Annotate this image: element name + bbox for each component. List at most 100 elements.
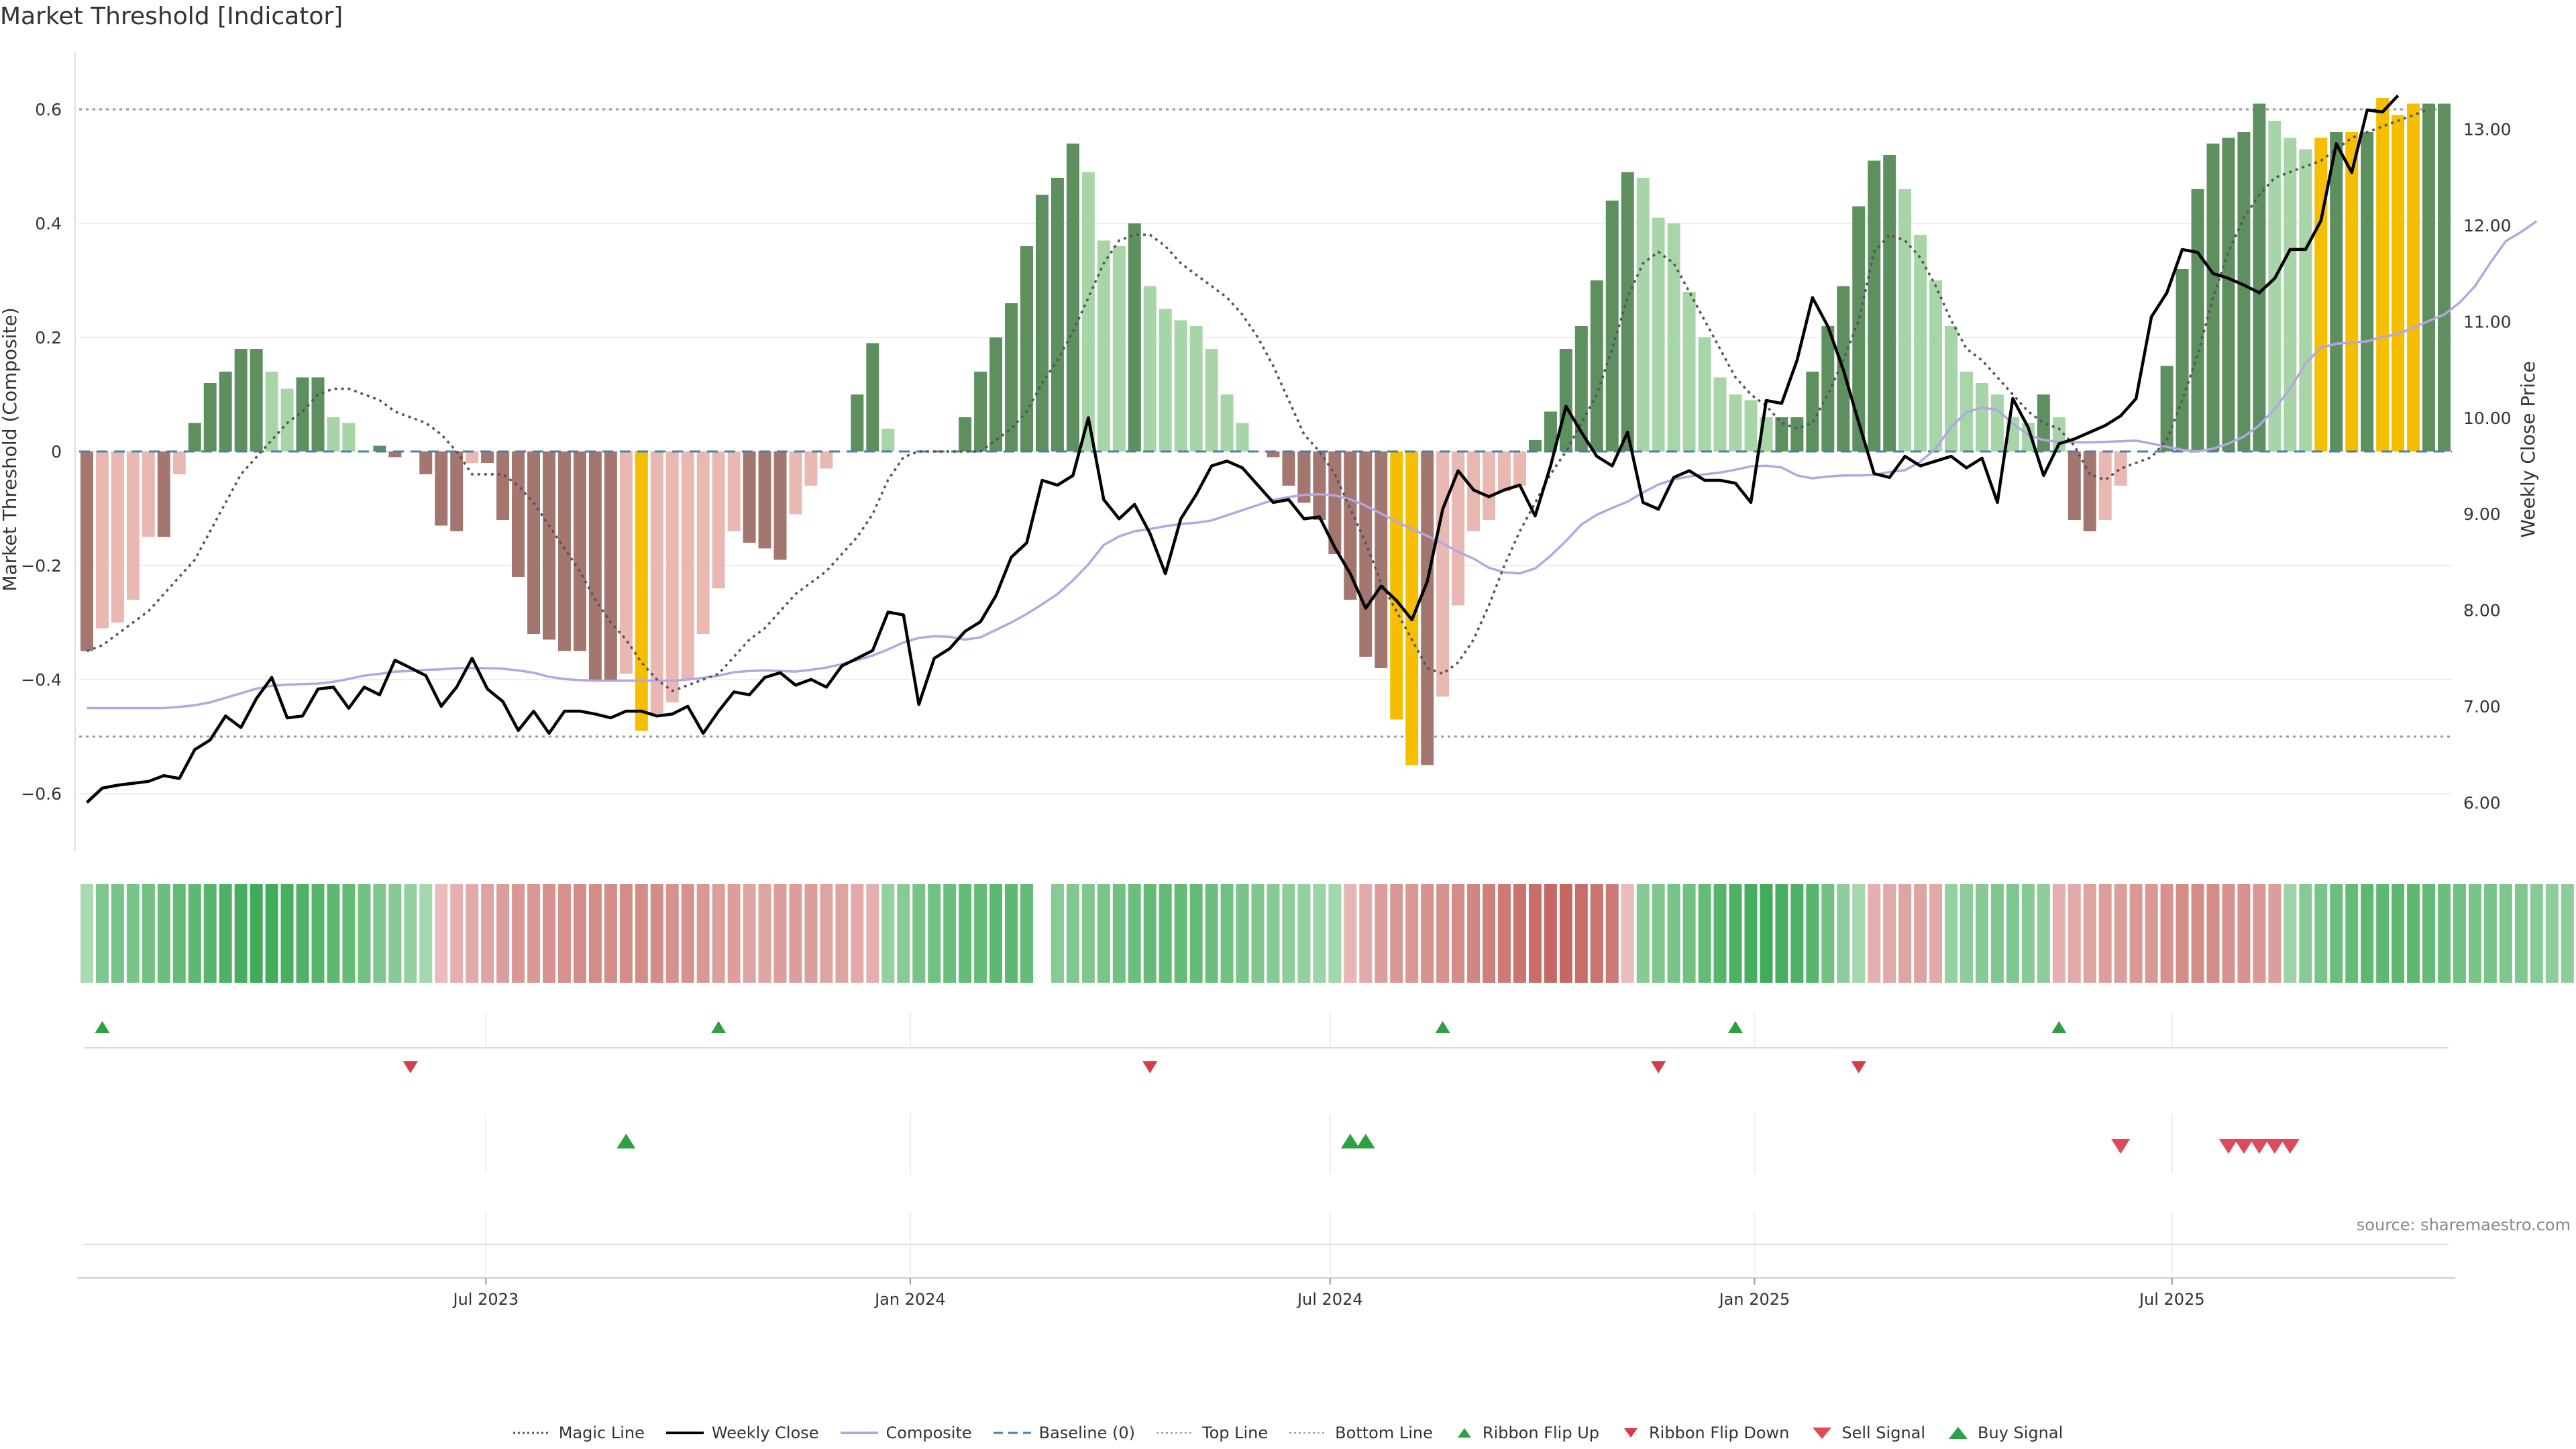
ribbon-flip-up-marker	[95, 1021, 110, 1033]
dotted-line-icon	[513, 1432, 551, 1434]
composite-bar	[1313, 451, 1326, 520]
composite-bar	[1267, 451, 1280, 458]
composite-bar	[1205, 349, 1218, 451]
ribbon-cell	[1405, 884, 1419, 983]
axes-layer: −0.6 −0.4 −0.2 0 0.2 0.4 0.6 6.00 7.00 8.00 9.00 10…	[21, 52, 2512, 851]
ribbon-cell	[358, 884, 371, 983]
ribbon-cell	[172, 884, 186, 983]
ribbon-cell	[1020, 884, 1033, 983]
composite-bar	[157, 451, 170, 537]
ribbon-cell	[1729, 884, 1742, 983]
ribbon-cell	[2191, 884, 2204, 983]
y2-tick-label: 11.00	[2463, 312, 2512, 331]
composite-bar	[2284, 138, 2297, 451]
y-tick-label: −0.2	[21, 556, 62, 576]
ribbon-cell	[419, 884, 433, 983]
composite-bar	[1112, 246, 1126, 451]
ribbon-cell	[2268, 884, 2282, 983]
ribbon-cell	[527, 884, 541, 983]
y2-tick-label: 9.00	[2463, 504, 2501, 524]
composite-bar	[2299, 149, 2312, 451]
buy-triangle-icon	[1949, 1427, 1968, 1439]
composite-bar	[419, 451, 433, 474]
ribbon-cell	[1760, 884, 1773, 983]
legend-item-bottom-line: Bottom Line	[1289, 1424, 1433, 1442]
sell-signal-marker	[2249, 1139, 2269, 1154]
composite-bar	[1020, 246, 1033, 451]
legend-item-weekly-close: Weekly Close	[665, 1424, 819, 1442]
ribbon-cell	[1359, 884, 1373, 983]
ribbon-cell	[1436, 884, 1450, 983]
y2-tick-label: 8.00	[2463, 601, 2501, 621]
ribbon-cell	[635, 884, 648, 983]
ribbon-cell	[2422, 884, 2436, 983]
composite-bar	[789, 451, 802, 515]
ribbon-flip-up-marker	[1728, 1021, 1743, 1033]
ribbon-cell	[1513, 884, 1526, 983]
legend-label: Bottom Line	[1335, 1424, 1433, 1442]
composite-bar	[773, 451, 787, 560]
composite-bar	[1929, 280, 1943, 451]
composite-bar	[327, 417, 340, 451]
composite-bar	[1652, 217, 1665, 451]
composite-bar	[188, 423, 201, 451]
composite-bar	[450, 451, 464, 531]
ribbon-cell	[696, 884, 710, 983]
ribbon-cell	[604, 884, 617, 983]
composite-bar	[2191, 189, 2204, 451]
composite-bar	[466, 451, 479, 463]
ribbon-cell	[2284, 884, 2297, 983]
ribbon-cell	[943, 884, 957, 983]
ribbon-cell	[1313, 884, 1326, 983]
composite-bar	[280, 388, 294, 451]
ribbon-cell	[851, 884, 864, 983]
ribbon-flip-down-marker	[1851, 1061, 1866, 1073]
composite-bar	[1282, 451, 1295, 486]
composite-bar	[665, 451, 679, 702]
composite-bar	[1775, 417, 1788, 451]
x-axis: Jul 2023 Jan 2024 Jul 2024 Jan 2025 Jul 2025	[77, 1277, 2455, 1309]
ribbon-cell	[404, 884, 417, 983]
composite-bar	[1544, 411, 1557, 451]
composite-bar	[142, 451, 155, 537]
ribbon-cell	[1590, 884, 1603, 983]
legend-label: Buy Signal	[1978, 1424, 2063, 1442]
composite-bar	[2021, 423, 2035, 451]
legend-item-composite: Composite	[840, 1424, 972, 1442]
ribbon-cell	[327, 884, 340, 983]
ribbon-flip-up-marker	[711, 1021, 727, 1033]
ribbon-cell	[1344, 884, 1357, 983]
composite-bar	[1990, 394, 2004, 451]
ribbon-cell	[450, 884, 464, 983]
sell-signal-marker	[2234, 1139, 2253, 1154]
composite-bar	[743, 451, 756, 543]
ribbon-cell	[80, 884, 93, 983]
ribbon-cell	[989, 884, 1003, 983]
composite-bar	[2376, 98, 2390, 451]
composite-bar	[1436, 451, 1450, 697]
composite-bar	[1559, 349, 1572, 451]
x-tick-label: Jan 2025	[1718, 1290, 1790, 1309]
ribbon-cell	[2160, 884, 2174, 983]
composite-bar	[1375, 451, 1388, 668]
ribbon-cell	[1868, 884, 1881, 983]
ribbon-cell	[789, 884, 802, 983]
composite-bar	[2314, 138, 2328, 451]
composite-bar	[573, 451, 586, 651]
triangle-up-icon	[1457, 1428, 1471, 1438]
ribbon-cell	[866, 884, 879, 983]
composite-bar	[2392, 115, 2405, 451]
composite-bar	[80, 451, 93, 651]
triangle-down-icon	[1624, 1428, 1638, 1438]
legend-item-ribbon-flip-down: Ribbon Flip Down	[1621, 1424, 1789, 1442]
ribbon-cell	[1066, 884, 1079, 983]
ribbon-cell	[111, 884, 124, 983]
ribbon-cell	[2453, 884, 2466, 983]
ribbon-cell	[2206, 884, 2220, 983]
legend-label: Top Line	[1202, 1424, 1269, 1442]
ribbon-flip-down-marker	[402, 1061, 418, 1073]
legend-label: Magic Line	[558, 1424, 645, 1442]
composite-line-icon	[840, 1432, 878, 1434]
composite-bar	[203, 383, 217, 451]
ribbon-cell	[2514, 884, 2528, 983]
